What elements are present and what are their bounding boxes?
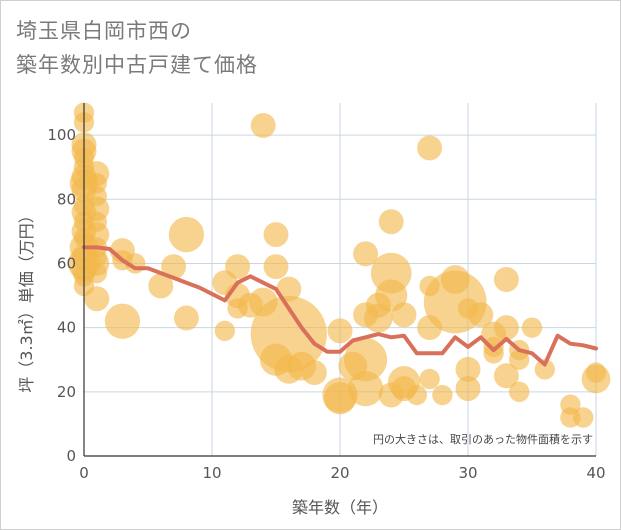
data-bubble bbox=[440, 265, 470, 294]
data-bubble bbox=[509, 349, 530, 370]
data-bubble bbox=[457, 298, 479, 319]
chart-title-line-2: 築年数別中古戸建て価格 bbox=[16, 53, 258, 77]
data-bubble bbox=[391, 302, 417, 328]
data-bubble bbox=[521, 317, 543, 338]
y-tick-label: 60 bbox=[57, 254, 76, 272]
data-bubble bbox=[323, 382, 357, 415]
data-bubble bbox=[353, 241, 379, 267]
data-bubble bbox=[509, 381, 530, 403]
bubble-series bbox=[67, 102, 611, 428]
data-bubble bbox=[455, 356, 481, 382]
data-bubble bbox=[455, 376, 481, 402]
y-axis-label: 坪（3.3㎡）単価（万円） bbox=[17, 207, 36, 392]
data-bubble bbox=[86, 262, 107, 284]
data-bubble bbox=[104, 303, 141, 339]
data-bubble bbox=[406, 384, 427, 406]
data-bubble bbox=[378, 209, 404, 235]
data-bubble bbox=[86, 246, 107, 268]
data-bubble bbox=[327, 318, 353, 344]
data-bubble bbox=[168, 216, 205, 253]
data-bubble bbox=[301, 360, 327, 386]
data-bubble bbox=[338, 351, 368, 381]
x-tick-label: 30 bbox=[458, 464, 477, 482]
data-bubble bbox=[263, 222, 289, 248]
data-bubble bbox=[585, 362, 607, 383]
data-bubble bbox=[263, 254, 289, 280]
x-tick-label: 20 bbox=[330, 464, 349, 482]
trend-line bbox=[82, 245, 598, 367]
data-bubble bbox=[148, 273, 174, 299]
data-bubble bbox=[493, 267, 519, 292]
data-bubble bbox=[173, 305, 199, 331]
y-tick-label: 0 bbox=[66, 447, 76, 465]
y-tick-label: 80 bbox=[57, 190, 76, 208]
x-tick-label: 0 bbox=[79, 464, 89, 482]
x-axis-label: 築年数（年） bbox=[292, 498, 388, 517]
data-bubble bbox=[227, 298, 248, 319]
bubble-size-note: 円の大きさは、取引のあった物件面積を示す bbox=[373, 432, 593, 446]
data-bubble bbox=[417, 315, 443, 341]
chart-title: 埼玉県白岡市西の 築年数別中古戸建て価格 bbox=[16, 14, 258, 82]
data-bubble bbox=[493, 363, 519, 389]
y-tick-label: 100 bbox=[47, 126, 76, 144]
x-tick-label: 40 bbox=[586, 464, 605, 482]
data-bubble bbox=[419, 275, 440, 297]
data-bubble bbox=[250, 112, 276, 138]
trend-line-series bbox=[82, 245, 598, 367]
data-bubble bbox=[419, 368, 440, 390]
data-bubble bbox=[225, 254, 251, 280]
data-bubble bbox=[276, 276, 302, 302]
y-tick-label: 40 bbox=[57, 319, 76, 337]
data-bubble bbox=[86, 185, 107, 207]
axes: 0 10 20 30 40 0 20 40 60 80 100 bbox=[47, 103, 606, 482]
x-tick-label: 10 bbox=[202, 464, 221, 482]
data-bubble bbox=[534, 359, 555, 380]
data-bubble bbox=[432, 384, 453, 406]
data-bubble bbox=[365, 292, 391, 318]
chart-title-line-1: 埼玉県白岡市西の bbox=[16, 19, 192, 43]
data-bubble bbox=[573, 407, 594, 428]
data-bubble bbox=[214, 320, 235, 342]
data-bubble bbox=[417, 135, 443, 161]
data-bubble bbox=[86, 211, 107, 232]
data-bubble bbox=[493, 315, 519, 341]
y-tick-label: 20 bbox=[57, 383, 76, 401]
data-bubble bbox=[161, 254, 187, 280]
